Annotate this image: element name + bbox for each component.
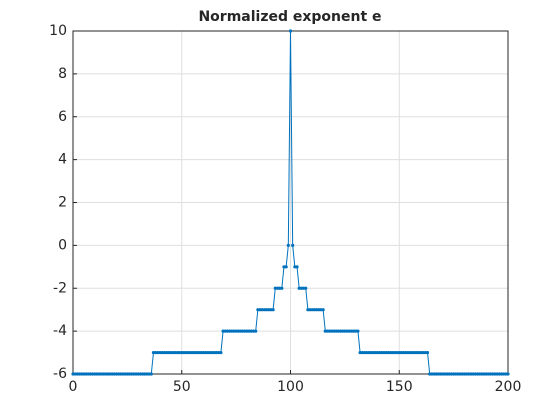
y-tick-label: 0 [58, 237, 67, 253]
data-point [149, 372, 153, 376]
data-point [356, 329, 360, 333]
y-tick-label: 6 [58, 109, 67, 125]
y-tick-label: -2 [53, 280, 67, 296]
data-point [506, 372, 510, 376]
data-point [219, 350, 223, 355]
y-tick-label: -6 [53, 366, 67, 382]
data-point [321, 308, 325, 312]
x-tick-label: 150 [386, 379, 413, 395]
y-tick-label: 10 [49, 23, 67, 39]
y-tick-label: -4 [53, 323, 67, 339]
data-point [295, 265, 299, 269]
data-point [291, 243, 295, 247]
data-point [288, 29, 293, 33]
data-point [284, 265, 288, 269]
data-point [425, 350, 430, 355]
x-tick-label: 0 [69, 379, 78, 395]
x-tick-label: 200 [495, 379, 522, 395]
data-point [254, 329, 258, 333]
data-point [280, 286, 284, 290]
x-tick-label: 50 [173, 379, 191, 395]
data-point [304, 286, 308, 290]
data-point [286, 243, 290, 247]
chart-title: Normalized exponent e [198, 9, 381, 25]
y-tick-label: 2 [58, 195, 67, 211]
y-tick-label: 4 [58, 152, 67, 168]
y-tick-label: 8 [58, 66, 67, 82]
x-tick-label: 100 [277, 379, 304, 395]
data-point [271, 308, 275, 312]
